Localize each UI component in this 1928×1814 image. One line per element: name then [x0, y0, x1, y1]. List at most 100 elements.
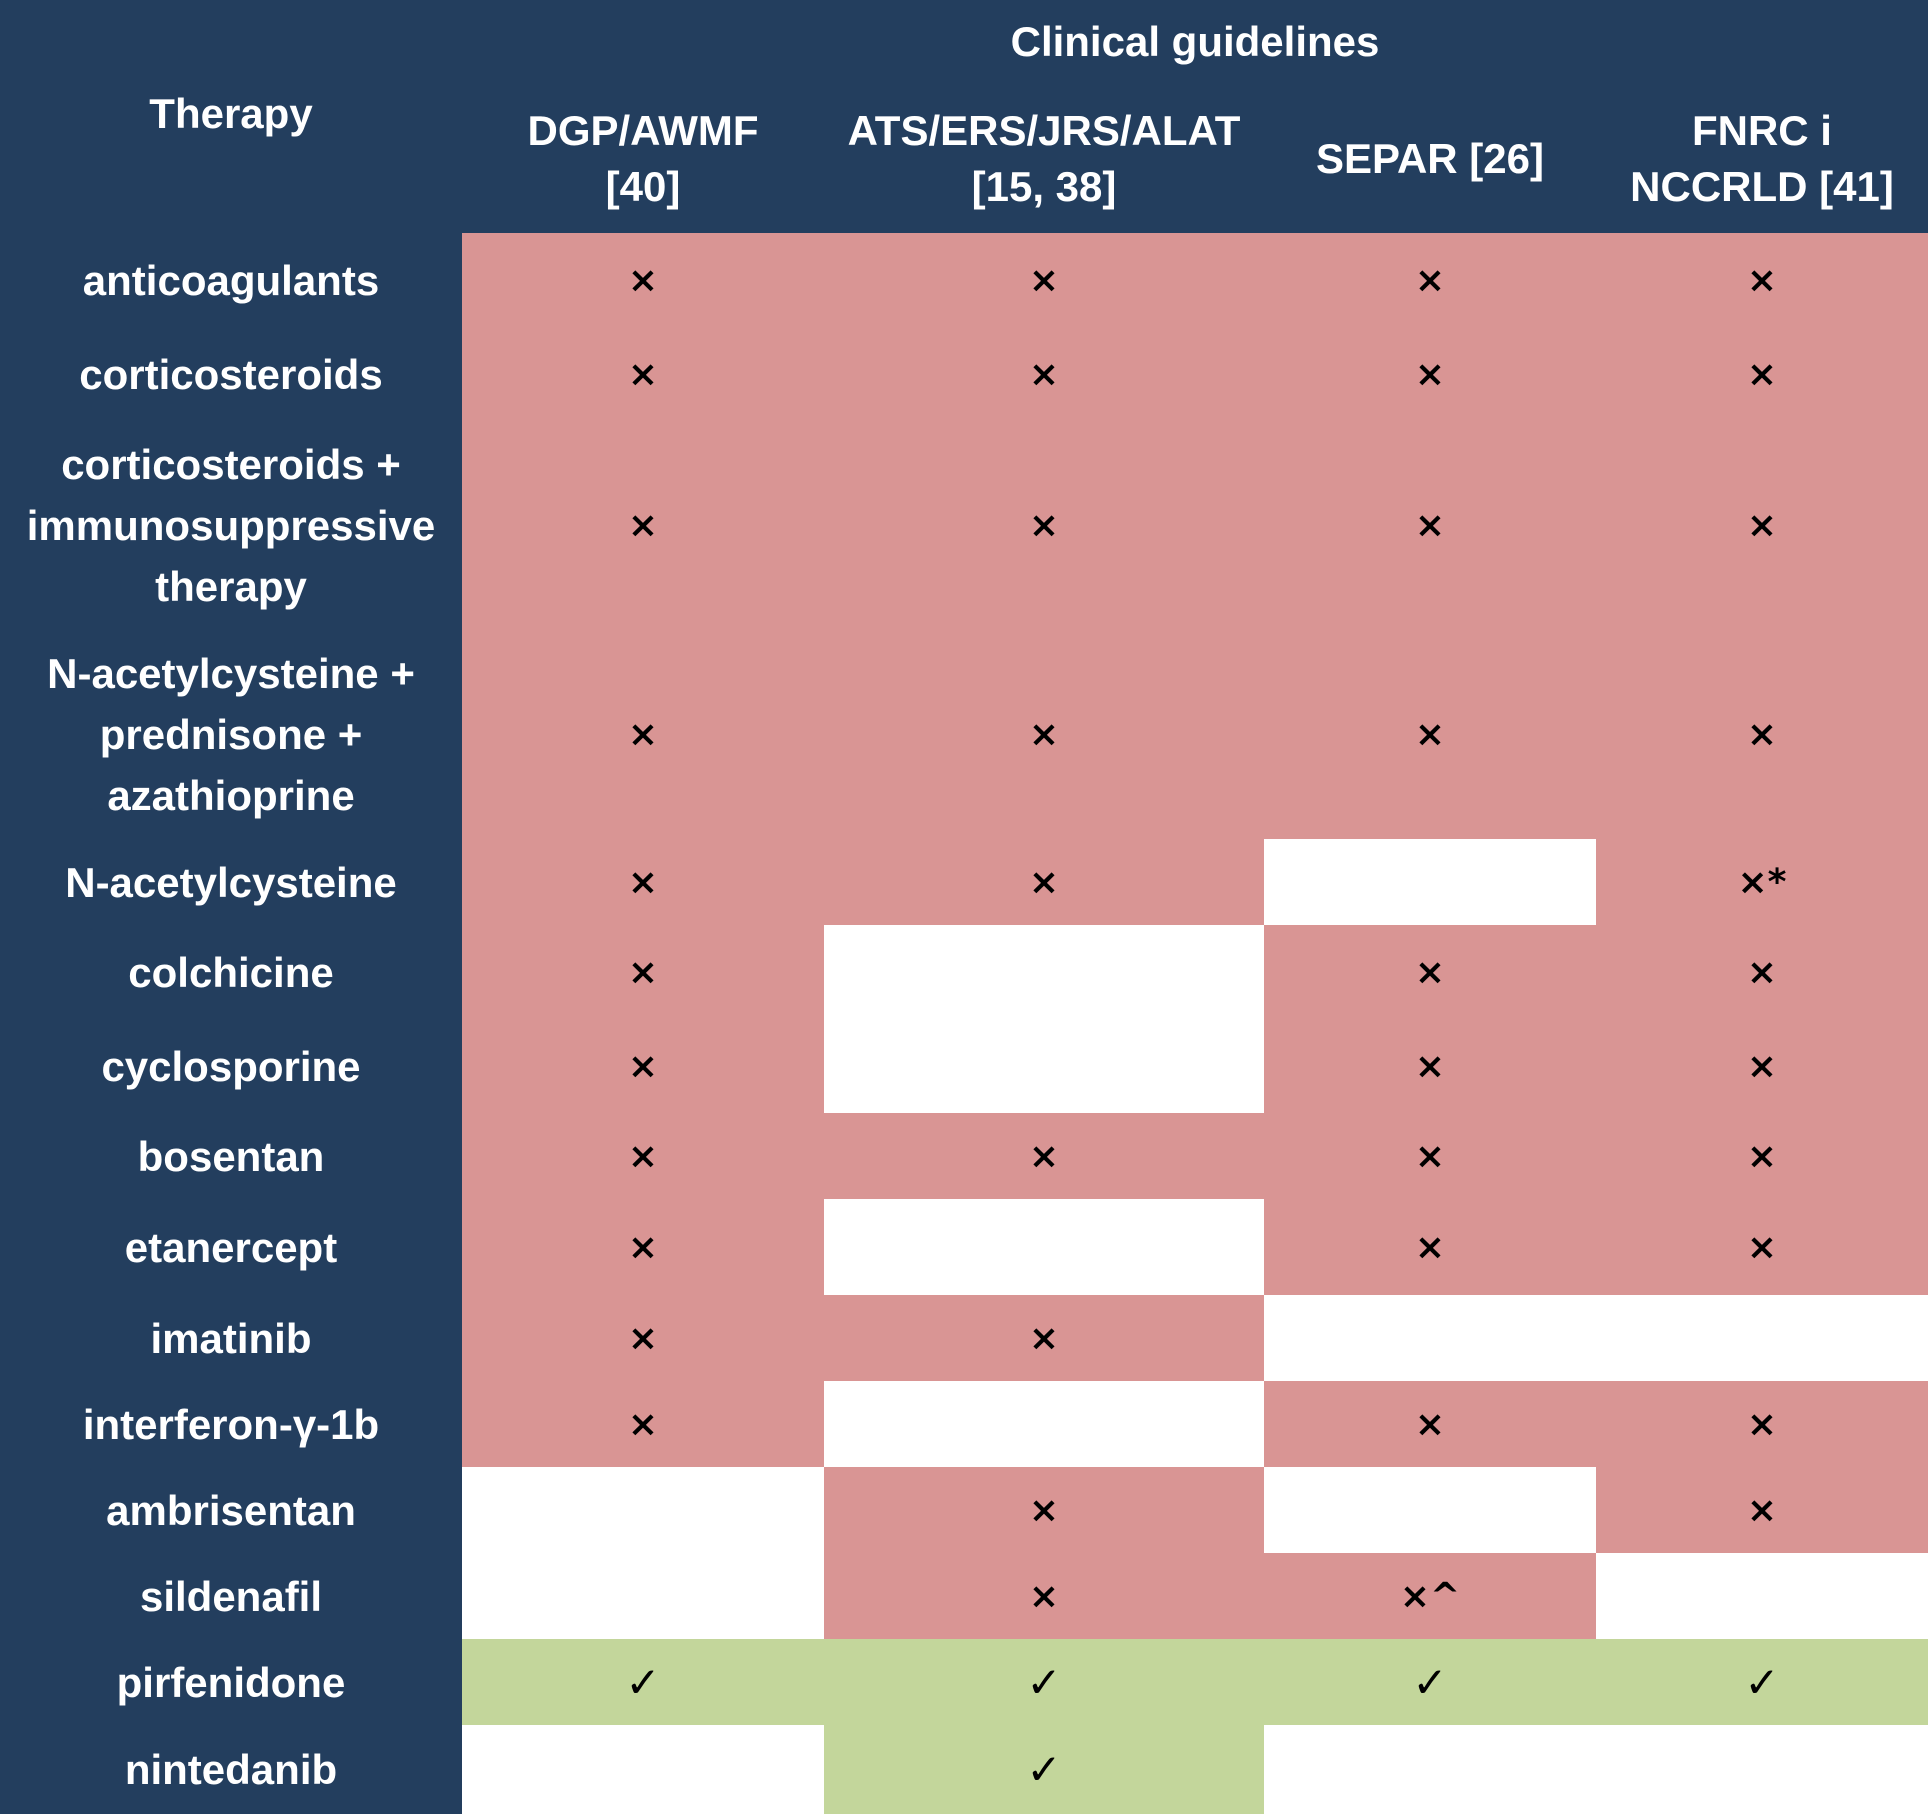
cross-mark-icon: × [627, 1317, 659, 1359]
table-cell-not-recommended: × [1264, 630, 1596, 839]
table-cell-no-statement [462, 1725, 824, 1814]
cross-mark-icon: × [1746, 1226, 1778, 1268]
cross-mark-icon: × [1414, 1135, 1446, 1177]
cross-mark-icon: ×* [1737, 861, 1787, 903]
column-header-separ: SEPAR [26] [1264, 84, 1596, 233]
cross-mark-icon: × [1414, 1045, 1446, 1087]
table-cell-not-recommended: × [1596, 925, 1928, 1019]
cross-mark-icon: × [627, 861, 659, 903]
table-cell-not-recommended: × [824, 630, 1264, 839]
table-cell-not-recommended: × [462, 1113, 824, 1199]
cross-mark-icon: × [1746, 505, 1778, 546]
cross-mark-icon: × [1746, 1489, 1778, 1531]
table-cell-no-statement [1596, 1725, 1928, 1814]
table-cell-no-statement [824, 1199, 1264, 1295]
cross-mark-icon: × [1028, 1317, 1060, 1359]
table-cell-no-statement [1596, 1295, 1928, 1381]
row-label: imatinib [0, 1295, 462, 1381]
therapy-header: Therapy [0, 0, 462, 233]
table-cell-not-recommended: × [1596, 327, 1928, 421]
cross-mark-icon: × [1746, 1403, 1778, 1445]
cross-mark-icon: × [1746, 951, 1778, 993]
table-cell-no-statement [1264, 1295, 1596, 1381]
row-label: cyclosporine [0, 1019, 462, 1113]
column-header-fnrc-nccrld: FNRC i NCCRLD [41] [1596, 84, 1928, 233]
row-label: anticoagulants [0, 233, 462, 327]
row-label: etanercept [0, 1199, 462, 1295]
table-cell-no-statement [1264, 1725, 1596, 1814]
table-cell-not-recommended: × [1264, 1113, 1596, 1199]
table-cell-not-recommended: × [1596, 1019, 1928, 1113]
table-cell-not-recommended: ×^ [1264, 1553, 1596, 1639]
table-cell-not-recommended: × [1264, 327, 1596, 421]
check-mark-icon: ✓ [1744, 1657, 1780, 1707]
table-cell-not-recommended: × [1596, 1381, 1928, 1467]
table-cell-not-recommended: × [824, 1113, 1264, 1199]
cross-mark-icon: × [627, 259, 659, 301]
row-label: interferon-γ-1b [0, 1381, 462, 1467]
cross-mark-icon: × [627, 1226, 659, 1268]
table-cell-no-statement [462, 1467, 824, 1553]
cross-mark-icon: × [627, 353, 659, 395]
table-cell-no-statement [824, 1019, 1264, 1113]
table-cell-recommended: ✓ [1264, 1639, 1596, 1725]
cross-mark-icon: × [1746, 353, 1778, 395]
row-label: N-acetylcysteine [0, 839, 462, 925]
cross-mark-icon: × [1414, 505, 1446, 546]
cross-mark-icon: × [1028, 353, 1060, 395]
table-cell-not-recommended: × [1264, 421, 1596, 630]
row-label: nintedanib [0, 1725, 462, 1814]
cross-mark-icon: × [1746, 259, 1778, 301]
cross-mark-icon: × [1414, 1403, 1446, 1445]
table-cell-not-recommended: × [824, 1295, 1264, 1381]
table-cell-not-recommended: × [462, 233, 824, 327]
table-cell-not-recommended: × [1596, 1199, 1928, 1295]
table-cell-recommended: ✓ [824, 1725, 1264, 1814]
table-cell-not-recommended: × [462, 421, 824, 630]
table-cell-not-recommended: × [824, 233, 1264, 327]
table-cell-not-recommended: × [1264, 1019, 1596, 1113]
table-cell-not-recommended: × [462, 925, 824, 1019]
cross-mark-icon: × [627, 714, 659, 755]
row-label: corticosteroids + immunosuppressive ther… [0, 421, 462, 630]
cross-mark-icon: ×^ [1399, 1575, 1461, 1617]
table-cell-not-recommended: × [1264, 233, 1596, 327]
clinical-guidelines-header: Clinical guidelines [462, 0, 1928, 84]
table-cell-not-recommended: × [462, 839, 824, 925]
cross-mark-icon: × [1414, 1226, 1446, 1268]
table-cell-not-recommended: × [1596, 1113, 1928, 1199]
cross-mark-icon: × [1746, 714, 1778, 755]
table-cell-no-statement [824, 1381, 1264, 1467]
table-cell-not-recommended: × [1264, 925, 1596, 1019]
cross-mark-icon: × [627, 951, 659, 993]
table-cell-not-recommended: × [462, 630, 824, 839]
table-cell-not-recommended: × [462, 1295, 824, 1381]
check-mark-icon: ✓ [1026, 1745, 1062, 1794]
table-cell-no-statement [1264, 1467, 1596, 1553]
table-cell-not-recommended: × [462, 1199, 824, 1295]
cross-mark-icon: × [1414, 353, 1446, 395]
table-cell-not-recommended: × [1596, 630, 1928, 839]
table-cell-no-statement [1264, 839, 1596, 925]
table-cell-not-recommended: × [462, 1381, 824, 1467]
check-mark-icon: ✓ [1412, 1657, 1448, 1707]
row-label: colchicine [0, 925, 462, 1019]
table-cell-no-statement [1596, 1553, 1928, 1639]
check-mark-icon: ✓ [625, 1657, 661, 1707]
table-cell-not-recommended: × [824, 327, 1264, 421]
row-label: N-acetylcysteine + prednisone + azathiop… [0, 630, 462, 839]
cross-mark-icon: × [627, 505, 659, 546]
table-cell-not-recommended: × [824, 1467, 1264, 1553]
cross-mark-icon: × [1414, 259, 1446, 301]
table-cell-not-recommended: × [824, 1553, 1264, 1639]
cross-mark-icon: × [1414, 714, 1446, 755]
row-label: ambrisentan [0, 1467, 462, 1553]
table-cell-not-recommended: × [1264, 1381, 1596, 1467]
table-cell-not-recommended: × [1596, 233, 1928, 327]
cross-mark-icon: × [1414, 951, 1446, 993]
check-mark-icon: ✓ [1026, 1657, 1062, 1707]
cross-mark-icon: × [1028, 861, 1060, 903]
table-cell-not-recommended: ×* [1596, 839, 1928, 925]
cross-mark-icon: × [627, 1135, 659, 1177]
